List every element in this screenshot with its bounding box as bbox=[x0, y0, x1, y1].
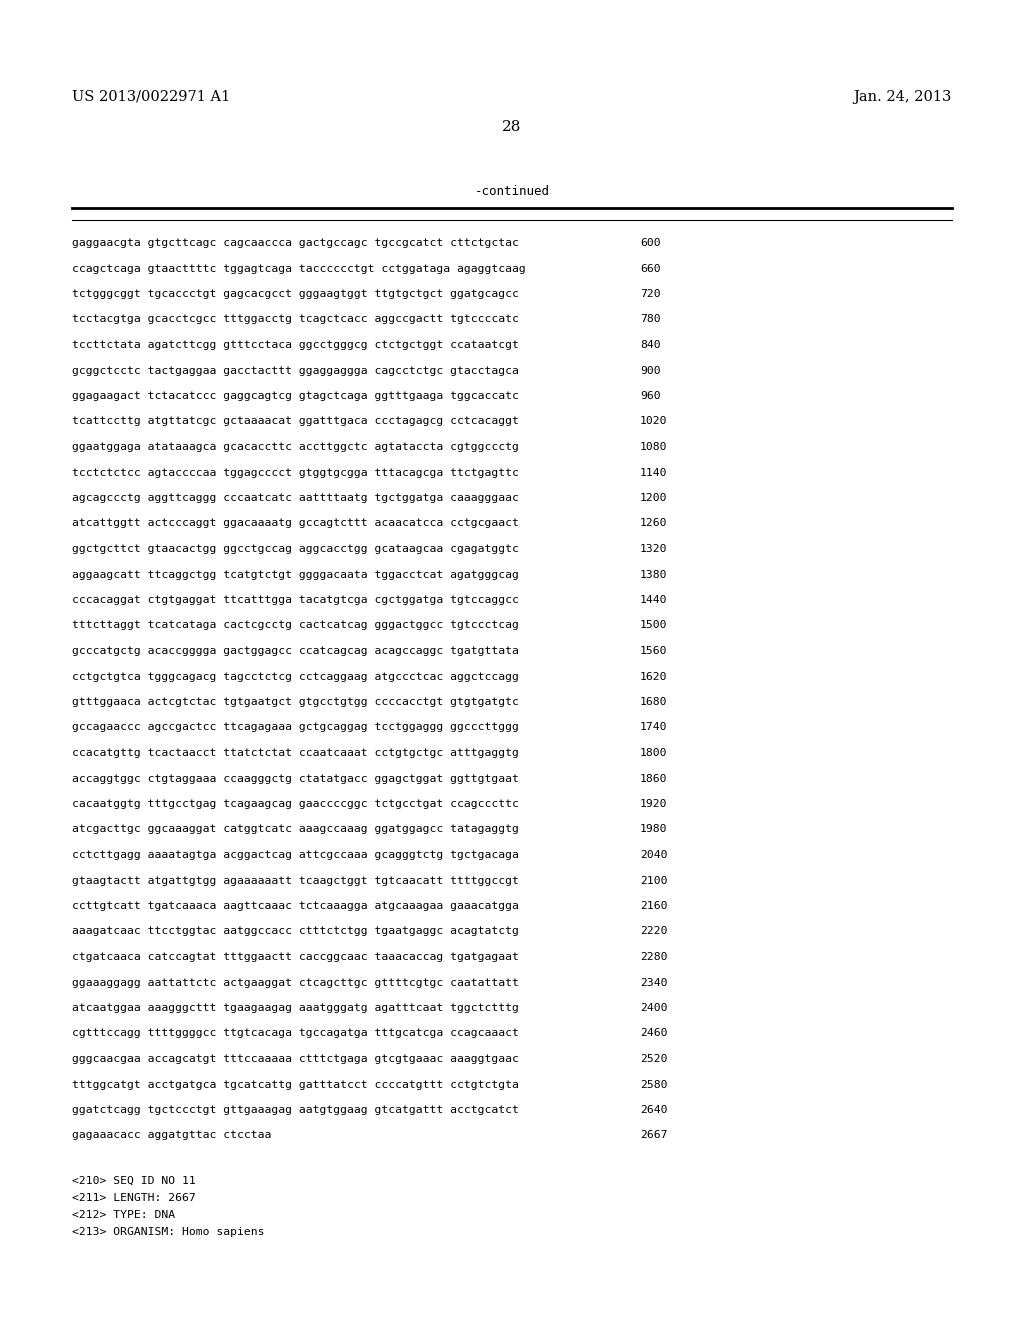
Text: 840: 840 bbox=[640, 341, 660, 350]
Text: 1080: 1080 bbox=[640, 442, 668, 451]
Text: cctcttgagg aaaatagtga acggactcag attcgccaaa gcagggtctg tgctgacaga: cctcttgagg aaaatagtga acggactcag attcgcc… bbox=[72, 850, 519, 861]
Text: gcccatgctg acaccgggga gactggagcc ccatcagcag acagccaggc tgatgttata: gcccatgctg acaccgggga gactggagcc ccatcag… bbox=[72, 645, 519, 656]
Text: gggcaacgaa accagcatgt tttccaaaaa ctttctgaga gtcgtgaaac aaaggtgaac: gggcaacgaa accagcatgt tttccaaaaa ctttctg… bbox=[72, 1053, 519, 1064]
Text: accaggtggc ctgtaggaaa ccaagggctg ctatatgacc ggagctggat ggttgtgaat: accaggtggc ctgtaggaaa ccaagggctg ctatatg… bbox=[72, 774, 519, 784]
Text: gtaagtactt atgattgtgg agaaaaaatt tcaagctggt tgtcaacatt ttttggccgt: gtaagtactt atgattgtgg agaaaaaatt tcaagct… bbox=[72, 875, 519, 886]
Text: 2667: 2667 bbox=[640, 1130, 668, 1140]
Text: 960: 960 bbox=[640, 391, 660, 401]
Text: tttggcatgt acctgatgca tgcatcattg gatttatcct ccccatgttt cctgtctgta: tttggcatgt acctgatgca tgcatcattg gatttat… bbox=[72, 1080, 519, 1089]
Text: aaagatcaac ttcctggtac aatggccacc ctttctctgg tgaatgaggc acagtatctg: aaagatcaac ttcctggtac aatggccacc ctttctc… bbox=[72, 927, 519, 936]
Text: ccacatgttg tcactaacct ttatctctat ccaatcaaat cctgtgctgc atttgaggtg: ccacatgttg tcactaacct ttatctctat ccaatca… bbox=[72, 748, 519, 758]
Text: tttcttaggt tcatcataga cactcgcctg cactcatcag gggactggcc tgtccctcag: tttcttaggt tcatcataga cactcgcctg cactcat… bbox=[72, 620, 519, 631]
Text: ggaatggaga atataaagca gcacaccttc accttggctc agtataccta cgtggccctg: ggaatggaga atataaagca gcacaccttc accttgg… bbox=[72, 442, 519, 451]
Text: 2520: 2520 bbox=[640, 1053, 668, 1064]
Text: agcagccctg aggttcaggg cccaatcatc aattttaatg tgctggatga caaagggaac: agcagccctg aggttcaggg cccaatcatc aatttta… bbox=[72, 492, 519, 503]
Text: US 2013/0022971 A1: US 2013/0022971 A1 bbox=[72, 90, 230, 104]
Text: 1440: 1440 bbox=[640, 595, 668, 605]
Text: 2280: 2280 bbox=[640, 952, 668, 962]
Text: 1680: 1680 bbox=[640, 697, 668, 708]
Text: atcgacttgc ggcaaaggat catggtcatc aaagccaaag ggatggagcc tatagaggtg: atcgacttgc ggcaaaggat catggtcatc aaagcca… bbox=[72, 825, 519, 834]
Text: 2040: 2040 bbox=[640, 850, 668, 861]
Text: Jan. 24, 2013: Jan. 24, 2013 bbox=[854, 90, 952, 104]
Text: <210> SEQ ID NO 11: <210> SEQ ID NO 11 bbox=[72, 1176, 196, 1185]
Text: cccacaggat ctgtgaggat ttcatttgga tacatgtcga cgctggatga tgtccaggcc: cccacaggat ctgtgaggat ttcatttgga tacatgt… bbox=[72, 595, 519, 605]
Text: tccttctata agatcttcgg gtttcctaca ggcctgggcg ctctgctggt ccataatcgt: tccttctata agatcttcgg gtttcctaca ggcctgg… bbox=[72, 341, 519, 350]
Text: cgtttccagg ttttggggcc ttgtcacaga tgccagatga tttgcatcga ccagcaaact: cgtttccagg ttttggggcc ttgtcacaga tgccaga… bbox=[72, 1028, 519, 1039]
Text: 1200: 1200 bbox=[640, 492, 668, 503]
Text: ccagctcaga gtaacttttc tggagtcaga tacccccctgt cctggataga agaggtcaag: ccagctcaga gtaacttttc tggagtcaga taccccc… bbox=[72, 264, 525, 273]
Text: ccttgtcatt tgatcaaaca aagttcaaac tctcaaagga atgcaaagaa gaaacatgga: ccttgtcatt tgatcaaaca aagttcaaac tctcaaa… bbox=[72, 902, 519, 911]
Text: 1020: 1020 bbox=[640, 417, 668, 426]
Text: 2220: 2220 bbox=[640, 927, 668, 936]
Text: 1380: 1380 bbox=[640, 569, 668, 579]
Text: 1860: 1860 bbox=[640, 774, 668, 784]
Text: 720: 720 bbox=[640, 289, 660, 300]
Text: 1320: 1320 bbox=[640, 544, 668, 554]
Text: gaggaacgta gtgcttcagc cagcaaccca gactgccagc tgccgcatct cttctgctac: gaggaacgta gtgcttcagc cagcaaccca gactgcc… bbox=[72, 238, 519, 248]
Text: 1560: 1560 bbox=[640, 645, 668, 656]
Text: 2100: 2100 bbox=[640, 875, 668, 886]
Text: ggatctcagg tgctccctgt gttgaaagag aatgtggaag gtcatgattt acctgcatct: ggatctcagg tgctccctgt gttgaaagag aatgtgg… bbox=[72, 1105, 519, 1115]
Text: tcattccttg atgttatcgc gctaaaacat ggatttgaca ccctagagcg cctcacaggt: tcattccttg atgttatcgc gctaaaacat ggatttg… bbox=[72, 417, 519, 426]
Text: 1140: 1140 bbox=[640, 467, 668, 478]
Text: aggaagcatt ttcaggctgg tcatgtctgt ggggacaata tggacctcat agatgggcag: aggaagcatt ttcaggctgg tcatgtctgt ggggaca… bbox=[72, 569, 519, 579]
Text: <212> TYPE: DNA: <212> TYPE: DNA bbox=[72, 1210, 175, 1220]
Text: gagaaacacc aggatgttac ctcctaa: gagaaacacc aggatgttac ctcctaa bbox=[72, 1130, 271, 1140]
Text: cctgctgtca tgggcagacg tagcctctcg cctcaggaag atgccctcac aggctccagg: cctgctgtca tgggcagacg tagcctctcg cctcagg… bbox=[72, 672, 519, 681]
Text: <211> LENGTH: 2667: <211> LENGTH: 2667 bbox=[72, 1193, 196, 1203]
Text: 2580: 2580 bbox=[640, 1080, 668, 1089]
Text: ctgatcaaca catccagtat tttggaactt caccggcaac taaacaccag tgatgagaat: ctgatcaaca catccagtat tttggaactt caccggc… bbox=[72, 952, 519, 962]
Text: cacaatggtg tttgcctgag tcagaagcag gaaccccggc tctgcctgat ccagcccttc: cacaatggtg tttgcctgag tcagaagcag gaacccc… bbox=[72, 799, 519, 809]
Text: tcctctctcc agtaccccaa tggagcccct gtggtgcgga tttacagcga ttctgagttc: tcctctctcc agtaccccaa tggagcccct gtggtgc… bbox=[72, 467, 519, 478]
Text: tctgggcggt tgcaccctgt gagcacgcct gggaagtggt ttgtgctgct ggatgcagcc: tctgggcggt tgcaccctgt gagcacgcct gggaagt… bbox=[72, 289, 519, 300]
Text: gcggctcctc tactgaggaa gacctacttt ggaggaggga cagcctctgc gtacctagca: gcggctcctc tactgaggaa gacctacttt ggaggag… bbox=[72, 366, 519, 375]
Text: -continued: -continued bbox=[474, 185, 550, 198]
Text: gccagaaccc agccgactcc ttcagagaaa gctgcaggag tcctggaggg ggcccttggg: gccagaaccc agccgactcc ttcagagaaa gctgcag… bbox=[72, 722, 519, 733]
Text: 28: 28 bbox=[503, 120, 521, 135]
Text: 2460: 2460 bbox=[640, 1028, 668, 1039]
Text: ggagaagact tctacatccc gaggcagtcg gtagctcaga ggtttgaaga tggcaccatc: ggagaagact tctacatccc gaggcagtcg gtagctc… bbox=[72, 391, 519, 401]
Text: 2160: 2160 bbox=[640, 902, 668, 911]
Text: ggaaaggagg aattattctc actgaaggat ctcagcttgc gttttcgtgc caatattatt: ggaaaggagg aattattctc actgaaggat ctcagct… bbox=[72, 978, 519, 987]
Text: 1920: 1920 bbox=[640, 799, 668, 809]
Text: 1620: 1620 bbox=[640, 672, 668, 681]
Text: 780: 780 bbox=[640, 314, 660, 325]
Text: 660: 660 bbox=[640, 264, 660, 273]
Text: atcaatggaa aaagggcttt tgaagaagag aaatgggatg agatttcaat tggctctttg: atcaatggaa aaagggcttt tgaagaagag aaatggg… bbox=[72, 1003, 519, 1012]
Text: 1740: 1740 bbox=[640, 722, 668, 733]
Text: 2340: 2340 bbox=[640, 978, 668, 987]
Text: tcctacgtga gcacctcgcc tttggacctg tcagctcacc aggccgactt tgtccccatc: tcctacgtga gcacctcgcc tttggacctg tcagctc… bbox=[72, 314, 519, 325]
Text: 1260: 1260 bbox=[640, 519, 668, 528]
Text: atcattggtt actcccaggt ggacaaaatg gccagtcttt acaacatcca cctgcgaact: atcattggtt actcccaggt ggacaaaatg gccagtc… bbox=[72, 519, 519, 528]
Text: <213> ORGANISM: Homo sapiens: <213> ORGANISM: Homo sapiens bbox=[72, 1228, 264, 1237]
Text: 1980: 1980 bbox=[640, 825, 668, 834]
Text: 2400: 2400 bbox=[640, 1003, 668, 1012]
Text: gtttggaaca actcgtctac tgtgaatgct gtgcctgtgg ccccacctgt gtgtgatgtc: gtttggaaca actcgtctac tgtgaatgct gtgcctg… bbox=[72, 697, 519, 708]
Text: 1500: 1500 bbox=[640, 620, 668, 631]
Text: 900: 900 bbox=[640, 366, 660, 375]
Text: 1800: 1800 bbox=[640, 748, 668, 758]
Text: ggctgcttct gtaacactgg ggcctgccag aggcacctgg gcataagcaa cgagatggtc: ggctgcttct gtaacactgg ggcctgccag aggcacc… bbox=[72, 544, 519, 554]
Text: 600: 600 bbox=[640, 238, 660, 248]
Text: 2640: 2640 bbox=[640, 1105, 668, 1115]
